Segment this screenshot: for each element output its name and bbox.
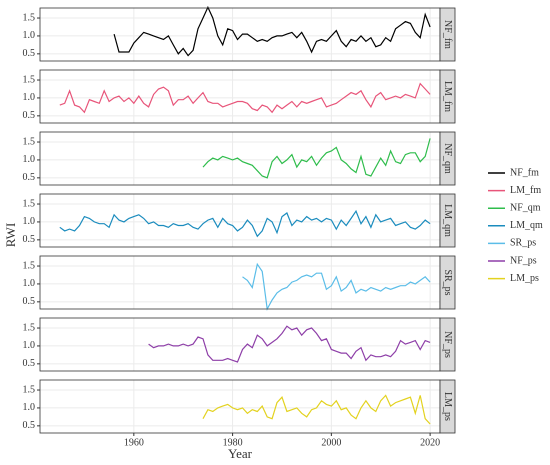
series-line xyxy=(148,325,431,363)
panel-border xyxy=(39,379,441,434)
x-axis-label: Year xyxy=(228,446,253,461)
y-tick-label: 1.0 xyxy=(23,30,36,41)
facet-label: NF_ps xyxy=(442,331,453,358)
y-tick-label: 1.0 xyxy=(23,92,36,103)
legend-label: NF_qm xyxy=(510,202,541,213)
series-line xyxy=(202,138,431,179)
panel-border xyxy=(39,317,441,372)
facet-strip xyxy=(439,379,456,434)
legend-label: LM_ps xyxy=(510,273,539,284)
y-tick-label: 0.5 xyxy=(23,172,36,183)
facet-label: LM_fm xyxy=(442,81,453,112)
y-tick-label: 0.5 xyxy=(23,110,36,121)
x-tick-label: 1960 xyxy=(124,437,144,448)
facet-strip xyxy=(439,193,456,248)
panel-border xyxy=(39,255,441,310)
y-tick-label: 0.5 xyxy=(23,48,36,59)
legend-label: LM_fm xyxy=(510,185,541,196)
y-tick-label: 0.5 xyxy=(23,296,36,307)
facet-label: NF_qm xyxy=(442,143,453,174)
x-tick-label: 2020 xyxy=(420,437,440,448)
x-tick-label: 1980 xyxy=(223,437,243,448)
facet-label: SR_ps xyxy=(442,269,453,295)
y-tick-label: 1.5 xyxy=(23,136,36,147)
y-axis-label: RWI xyxy=(3,223,18,248)
facet-strip xyxy=(439,7,456,62)
y-tick-label: 1.0 xyxy=(23,340,36,351)
y-tick-label: 1.0 xyxy=(23,402,36,413)
facet-label: NF_fm xyxy=(442,20,453,49)
legend-label: NF_ps xyxy=(510,255,537,266)
y-tick-label: 1.5 xyxy=(23,260,36,271)
facet-strip xyxy=(439,131,456,186)
series-line xyxy=(113,5,431,57)
y-tick-label: 1.5 xyxy=(23,12,36,23)
y-tick-label: 0.5 xyxy=(23,234,36,245)
y-tick-label: 0.5 xyxy=(23,420,36,431)
series-line xyxy=(242,262,431,311)
legend-label: LM_qm xyxy=(510,220,543,231)
facet-label: LM_qm xyxy=(442,204,453,237)
y-tick-label: 1.5 xyxy=(23,74,36,85)
series-line xyxy=(202,394,431,425)
panel-border xyxy=(39,69,441,124)
x-tick-label: 2000 xyxy=(321,437,341,448)
facet-label: LM_ps xyxy=(442,392,453,421)
y-tick-label: 1.0 xyxy=(23,216,36,227)
facet-strip xyxy=(439,69,456,124)
panel-border xyxy=(39,7,441,62)
series-line xyxy=(59,82,431,114)
y-tick-label: 1.0 xyxy=(23,154,36,165)
facet-strip xyxy=(439,317,456,372)
facet-strip xyxy=(439,255,456,310)
y-tick-label: 1.5 xyxy=(23,198,36,209)
legend-label: SR_ps xyxy=(510,238,536,249)
y-tick-label: 0.5 xyxy=(23,358,36,369)
y-tick-label: 1.0 xyxy=(23,278,36,289)
y-tick-label: 1.5 xyxy=(23,384,36,395)
y-tick-label: 1.5 xyxy=(23,322,36,333)
legend-label: NF_fm xyxy=(510,167,539,178)
series-line xyxy=(59,209,431,238)
